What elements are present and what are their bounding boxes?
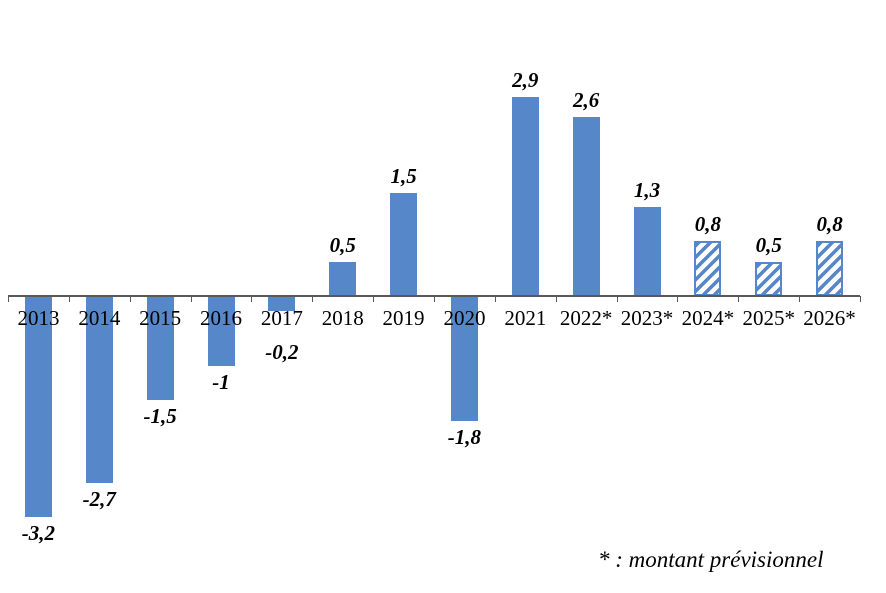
x-axis-label-2015: 2015	[139, 306, 182, 330]
bar-2025	[755, 261, 783, 296]
x-axis-label-2021: 2021	[504, 306, 547, 330]
axis-tick	[799, 296, 801, 302]
axis-tick	[312, 296, 314, 302]
value-label-2024: 0,8	[694, 212, 722, 236]
value-label-2017: -0,2	[265, 340, 299, 364]
x-axis-label-2023: 2023*	[620, 306, 674, 330]
axis-tick	[494, 296, 496, 302]
bar-2026	[816, 241, 844, 296]
x-axis-label-2022: 2022*	[559, 306, 613, 330]
bar-2018	[329, 261, 357, 296]
axis-tick	[555, 296, 557, 302]
value-label-2021: 2,9	[512, 67, 539, 92]
value-label-2015: -1,5	[143, 404, 177, 429]
bar-2017	[268, 297, 296, 311]
value-label-2019: 1,5	[390, 163, 417, 188]
axis-tick	[616, 296, 618, 302]
bar-2024	[694, 241, 722, 296]
value-label-2020: -1,8	[447, 424, 482, 449]
bar-2019	[390, 192, 418, 296]
x-axis-label-2025: 2025*	[742, 306, 795, 330]
axis-tick	[860, 296, 861, 302]
value-label-2026: 0,8	[816, 212, 843, 236]
bar-2016	[207, 297, 235, 366]
value-label-2016: -1	[212, 369, 230, 394]
axis-tick	[738, 296, 740, 302]
x-axis-label-2016: 2016	[200, 306, 243, 330]
bar-2015	[146, 297, 174, 401]
axis-tick	[68, 296, 70, 302]
bar-2014	[85, 297, 113, 483]
x-axis-label-2024: 2024*	[681, 306, 735, 330]
value-label-2013: -3,2	[21, 520, 56, 545]
x-axis-label-2013: 2013	[17, 306, 60, 330]
x-axis-label-2017: 2017	[260, 306, 303, 330]
x-axis-label-2014: 2014	[78, 306, 121, 330]
axis-tick	[251, 296, 253, 302]
axis-tick	[434, 296, 435, 302]
axis-tick	[8, 296, 9, 302]
bar-2020	[450, 297, 478, 421]
bar-2021	[511, 96, 539, 296]
value-label-2025: 0,5	[755, 232, 782, 257]
bar-2013	[24, 297, 52, 517]
x-axis-label-2026: 2026*	[803, 306, 856, 330]
bar-2023	[633, 206, 661, 296]
x-axis-label-2020: 2020	[443, 306, 486, 330]
axis-tick	[129, 296, 131, 302]
x-axis-label-2019: 2019	[382, 306, 425, 330]
x-axis-label-2018: 2018	[321, 306, 364, 330]
value-label-2014: -2,7	[82, 486, 116, 511]
bar-2022	[572, 117, 600, 296]
axis-tick	[373, 296, 375, 302]
footnote: * : montant prévisionnel	[598, 547, 824, 572]
value-label-2018: 0,5	[329, 232, 356, 257]
axis-tick	[677, 296, 679, 302]
value-label-2022: 2,6	[572, 88, 600, 113]
axis-tick	[190, 296, 192, 302]
value-label-2023: 1,3	[633, 177, 661, 202]
